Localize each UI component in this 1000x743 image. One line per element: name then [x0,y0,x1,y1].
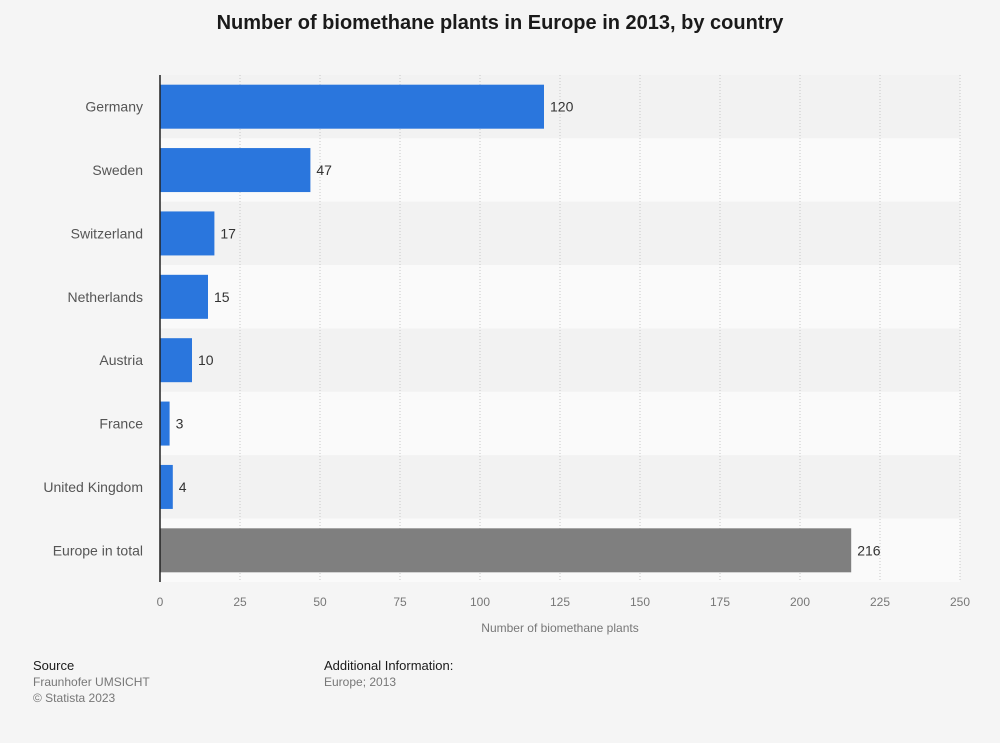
x-tick-label: 75 [393,595,407,609]
category-label: Germany [85,99,143,115]
additional-info-heading: Additional Information: [324,658,454,673]
bar [160,211,215,256]
x-tick-label: 100 [470,595,490,609]
x-tick-label: 0 [157,595,164,609]
x-tick-label: 125 [550,595,570,609]
category-label: Switzerland [71,225,143,241]
row-band [160,265,960,329]
bar [160,148,311,193]
bar [160,338,192,383]
bar [160,528,852,573]
bar [160,401,170,446]
category-label: France [99,416,143,432]
category-labels: Germany Sweden Switzerland Netherlands Austr… [43,99,143,559]
bar-value-label: 15 [214,289,230,305]
x-tick-labels: 0 25 50 75 100 125 150 175 200 225 250 [157,595,971,609]
x-tick-label: 50 [313,595,327,609]
source-heading: Source [33,658,75,673]
x-tick-label: 250 [950,595,970,609]
bar [160,274,208,319]
chart-title: Number of biomethane plants in Europe in… [216,12,784,34]
bar-value-label: 216 [857,542,881,558]
category-label: Sweden [92,162,143,178]
additional-info-text: Europe; 2013 [324,675,397,689]
bars [160,84,852,573]
x-axis-label: Number of biomethane plants [481,621,638,635]
bar-value-label: 3 [176,416,184,432]
copyright: © Statista 2023 [33,691,116,705]
x-tick-label: 175 [710,595,730,609]
category-label: United Kingdom [43,479,143,495]
x-tick-label: 25 [233,595,247,609]
bar-value-label: 47 [316,162,332,178]
x-tick-label: 200 [790,595,810,609]
row-band [160,201,960,266]
category-label: Netherlands [68,289,144,305]
bar [160,464,173,509]
bar-value-label: 120 [550,99,574,115]
additional-info-block: Additional Information: Europe; 2013 [324,658,453,690]
source-block: Source Fraunhofer UMSICHT © Statista 202… [33,658,150,706]
bar-value-label: 17 [220,225,236,241]
x-tick-label: 225 [870,595,890,609]
bar [160,84,544,129]
x-tick-label: 150 [630,595,650,609]
data-labels: 120 47 17 15 10 3 4 216 [176,99,881,559]
source-name: Fraunhofer UMSICHT [33,675,150,689]
category-label: Austria [99,352,143,368]
category-label: Europe in total [53,542,143,558]
bar-value-label: 10 [198,352,214,368]
bar-value-label: 4 [179,479,187,495]
